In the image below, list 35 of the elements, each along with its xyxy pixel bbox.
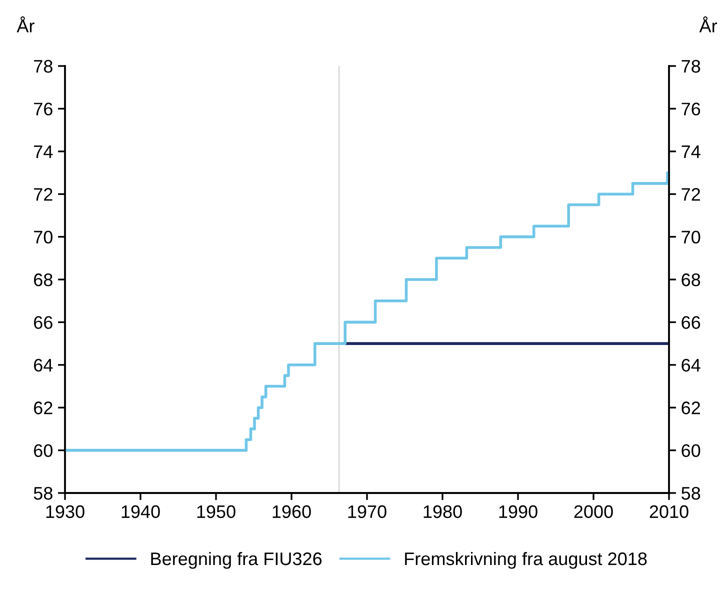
y-tick-label: 62 — [34, 402, 52, 414]
y-tick-label: 60 — [34, 444, 52, 458]
legend-label: Fremskrivning fra august 2018 — [405, 552, 647, 569]
y2-tick-label: 62 — [682, 402, 700, 414]
x-tick-label: 2010 — [650, 505, 688, 518]
y2-tick-label: 74 — [682, 146, 700, 158]
x-tick-label: 2000 — [574, 505, 613, 518]
y-tick-label: 64 — [34, 358, 53, 372]
y-tick-label: 72 — [34, 188, 52, 201]
x-tick-label: 1960 — [272, 505, 311, 518]
y-tick-label: 68 — [34, 273, 52, 286]
x-tick-label: 1930 — [46, 505, 84, 518]
y2-tick-label: 72 — [682, 188, 700, 201]
y-tick-label: 58 — [34, 486, 52, 500]
x-tick-label: 1940 — [122, 505, 160, 518]
y2-tick-label: 70 — [682, 230, 700, 244]
legend-label: Beregning fra FIU326 — [151, 552, 322, 569]
y2-axis-title: År — [699, 16, 718, 32]
x-tick-label: 1990 — [499, 505, 538, 518]
y-tick-label: 70 — [34, 230, 52, 244]
y-tick-label: 74 — [34, 146, 53, 158]
x-tick-label: 1980 — [424, 505, 462, 518]
y2-tick-label: 58 — [682, 486, 700, 500]
y2-tick-label: 60 — [682, 444, 700, 458]
y-tick-label: 76 — [34, 102, 52, 116]
y-axis-title: År — [16, 16, 34, 32]
y2-tick-label: 68 — [682, 273, 700, 286]
y2-tick-label: 66 — [682, 316, 700, 329]
x-tick-label: 1950 — [197, 505, 236, 518]
y2-tick-label: 76 — [682, 102, 700, 116]
y2-tick-label: 78 — [682, 60, 700, 73]
y-tick-label: 78 — [34, 60, 52, 73]
x-tick-label: 1970 — [348, 505, 386, 518]
y2-tick-label: 64 — [682, 358, 700, 372]
y-tick-label: 66 — [34, 316, 52, 329]
